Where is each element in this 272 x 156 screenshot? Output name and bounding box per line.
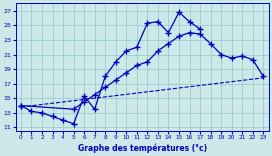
X-axis label: Graphe des températures (°c): Graphe des températures (°c) [78, 143, 207, 153]
